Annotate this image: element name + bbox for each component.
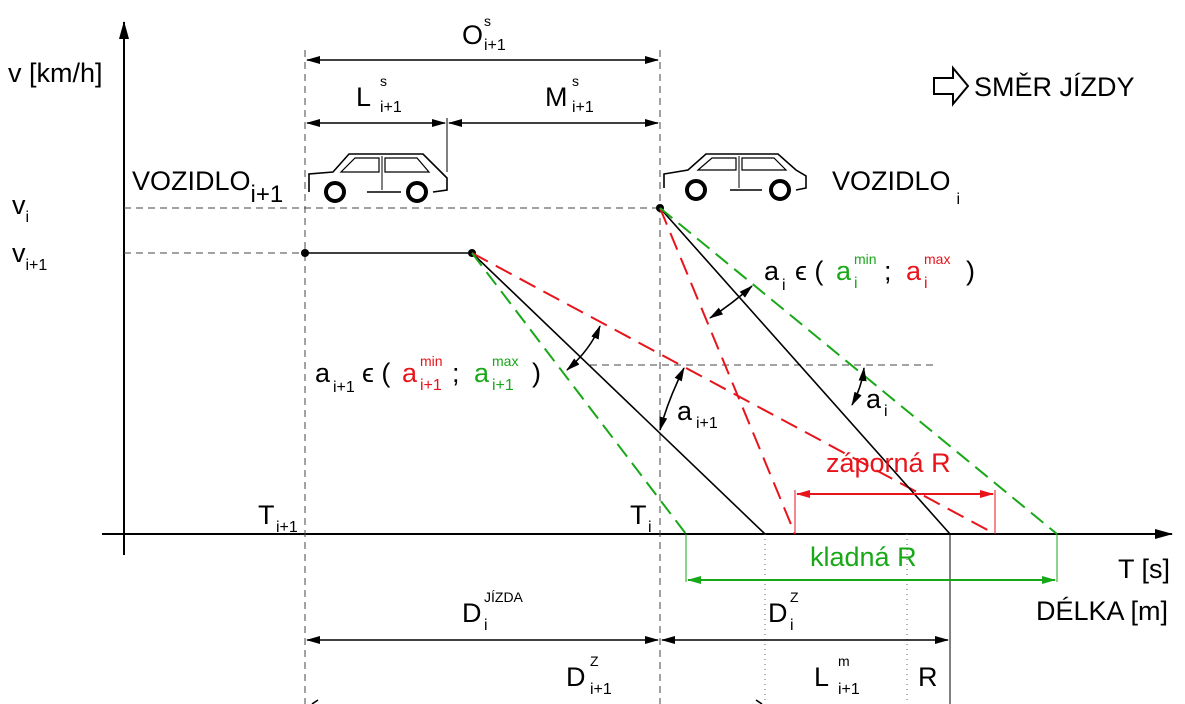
svg-text:i+1: i+1 <box>572 99 594 116</box>
dim-D-z-i1-label: D Z i+1 <box>566 653 612 698</box>
svg-text:vi+1: vi+1 <box>12 238 47 274</box>
svg-text:D: D <box>566 662 586 692</box>
kladna-r-label: kladná R <box>810 542 917 572</box>
svg-text:a: a <box>474 358 490 388</box>
a-i-range-arc <box>709 285 753 319</box>
svg-text:i+1: i+1 <box>590 681 612 698</box>
follower-start-point <box>301 249 309 257</box>
svg-text:VOZIDLOi+1: VOZIDLOi+1 <box>132 166 283 208</box>
vehicle-leader-label: VOZIDLOi <box>832 166 960 208</box>
vehicle-follower-label: VOZIDLOi+1 <box>132 166 283 208</box>
svg-text:i: i <box>790 617 794 634</box>
svg-text:max: max <box>492 353 518 369</box>
dim-D-jizda-label: D JÍZDA i <box>462 589 524 634</box>
svg-text:i: i <box>884 403 888 420</box>
svg-text:Z: Z <box>590 653 599 669</box>
dim-R-label: R <box>918 662 938 692</box>
svg-text:max: max <box>924 251 950 267</box>
svg-text:): ) <box>966 256 975 286</box>
dim-L-m-label: L m i+1 <box>814 653 860 698</box>
svg-text:JÍZDA: JÍZDA <box>484 589 524 605</box>
svg-text:s: s <box>484 13 491 29</box>
follower-decel-max-line <box>471 252 687 535</box>
svg-text:vi: vi <box>12 190 29 226</box>
speed-v-i-label: vi <box>12 190 29 226</box>
a-i1-angle-arc <box>659 367 685 431</box>
direction-arrow-icon <box>933 65 970 107</box>
svg-text:i+1: i+1 <box>333 379 355 396</box>
svg-text:T: T <box>258 500 275 530</box>
svg-text:M: M <box>545 82 568 112</box>
svg-text:i+1: i+1 <box>696 415 718 432</box>
svg-text:i: i <box>782 277 786 294</box>
T-i1-label: T i+1 <box>258 500 298 536</box>
svg-text:D: D <box>462 598 482 628</box>
y-axis-label: v [km/h] <box>8 58 103 88</box>
bottom-arrow-hint-left <box>311 699 319 704</box>
svg-text:;: ; <box>884 256 892 286</box>
svg-text:a: a <box>315 358 331 388</box>
svg-text:VOZIDLOi: VOZIDLOi <box>832 166 960 208</box>
a-i1-angle-label: a i+1 <box>677 396 718 432</box>
dim-M-label: M s i+1 <box>545 73 594 116</box>
a-i-angle-label: a i <box>866 384 888 420</box>
svg-text:i: i <box>854 275 858 292</box>
dim-D-z-i-label: D Z i <box>768 589 799 634</box>
T-i-label: T i <box>630 500 652 536</box>
svg-text:min: min <box>420 353 443 369</box>
x-axis-length-label: DÉLKA [m] <box>1036 596 1168 626</box>
bottom-arrow-hint-mid <box>755 699 763 704</box>
svg-text:a: a <box>402 358 418 388</box>
svg-text:min: min <box>854 251 877 267</box>
car-follower-icon <box>308 153 448 203</box>
svg-text:ϵ (: ϵ ( <box>795 256 823 286</box>
svg-text:i+1: i+1 <box>380 99 402 116</box>
direction-label: SMĚR JÍZDY <box>974 71 1135 102</box>
svg-text:i+1: i+1 <box>276 519 298 536</box>
svg-text:;: ; <box>452 358 460 388</box>
svg-text:a: a <box>866 384 882 414</box>
leader-decel-min-line <box>659 207 1058 535</box>
svg-text:L: L <box>814 662 829 692</box>
svg-text:T: T <box>630 500 647 530</box>
a-i1-range-label: a i+1 ϵ ( a min i+1 ; a max i+1 ) <box>315 353 541 396</box>
speed-v-i1-label: vi+1 <box>12 238 47 274</box>
svg-text:s: s <box>380 73 387 89</box>
leader-decel-max-line <box>659 207 796 535</box>
svg-text:ϵ (: ϵ ( <box>362 358 390 388</box>
svg-text:i+1: i+1 <box>420 377 442 394</box>
follower-decel-line <box>471 252 766 535</box>
x-axis-time-label: T [s] <box>1118 554 1170 584</box>
svg-text:i+1: i+1 <box>492 377 514 394</box>
svg-text:i: i <box>484 617 488 634</box>
dim-L-label: L s i+1 <box>356 73 402 116</box>
svg-text:a: a <box>677 396 693 426</box>
a-i1-range-arc <box>566 325 601 371</box>
svg-text:O: O <box>462 20 483 50</box>
a-i-range-label: a i ϵ ( a min i ; a max i ) <box>764 251 975 294</box>
dim-O-label: O s i+1 <box>462 13 506 54</box>
svg-text:s: s <box>572 73 579 89</box>
svg-text:D: D <box>768 598 788 628</box>
svg-text:i+1: i+1 <box>838 681 860 698</box>
svg-text:i+1: i+1 <box>484 37 506 54</box>
zaporna-r-label: záporná R <box>826 448 951 478</box>
svg-text:a: a <box>906 256 922 286</box>
svg-text:i: i <box>924 275 928 292</box>
leader-decel-line <box>659 207 951 535</box>
svg-text:Z: Z <box>790 589 799 605</box>
svg-text:a: a <box>764 256 780 286</box>
svg-text:L: L <box>356 82 371 112</box>
svg-text:i: i <box>648 519 652 536</box>
svg-text:): ) <box>532 358 541 388</box>
car-leader-icon <box>663 153 807 201</box>
svg-text:a: a <box>836 256 852 286</box>
follower-decel-min-line <box>471 252 996 535</box>
svg-text:m: m <box>838 653 850 669</box>
a-i-angle-arc <box>851 367 867 406</box>
